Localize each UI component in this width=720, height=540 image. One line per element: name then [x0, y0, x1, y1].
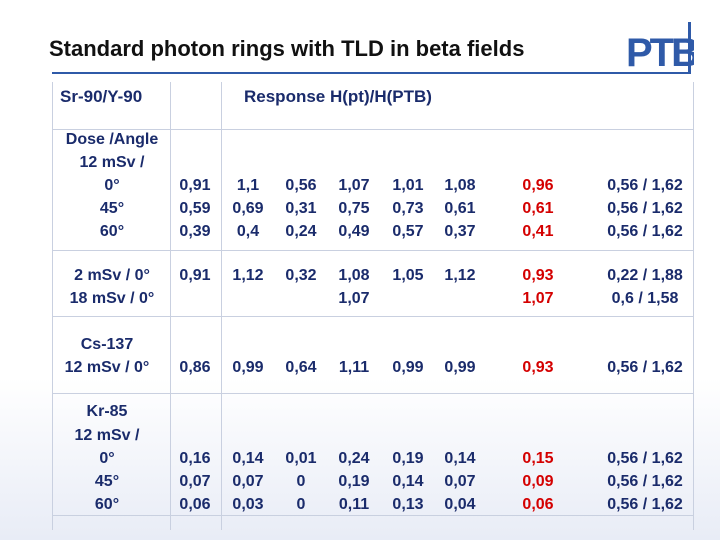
- table-cell: 0,15: [522, 450, 554, 467]
- table-cell: 0,07: [232, 473, 264, 490]
- table-cell: 0,75: [338, 200, 370, 217]
- table-cell: 0,91: [179, 267, 211, 284]
- table-cell: 0,49: [338, 223, 370, 240]
- table-cell: 0,56 / 1,62: [607, 223, 683, 240]
- row-label: 12 mSv / 0°: [64, 359, 150, 376]
- table-cell: 0,59: [179, 200, 211, 217]
- table-cell: 1,05: [392, 267, 424, 284]
- table-cell: 0,56: [285, 177, 317, 194]
- table-cell: 1,07: [338, 177, 370, 194]
- table-cell: 0,56 / 1,62: [607, 200, 683, 217]
- title-divider: [52, 72, 690, 74]
- table-cell: 0,24: [285, 223, 317, 240]
- table-cell: 0,19: [392, 450, 424, 467]
- table-cell: 0,03: [232, 496, 264, 513]
- table-cell: 0,73: [392, 200, 424, 217]
- row-label: 60°: [99, 223, 125, 240]
- table-cell: 0,24: [338, 450, 370, 467]
- table-cell: 0,22 / 1,88: [607, 267, 683, 284]
- grid-line: [52, 82, 53, 530]
- table-cell: 0,61: [444, 200, 476, 217]
- table-cell: 1,07: [338, 290, 370, 307]
- row-label: Dose /Angle: [65, 131, 159, 148]
- table-cell: 0,99: [232, 359, 264, 376]
- grid-line: [52, 129, 694, 130]
- table-cell: 0,4: [236, 223, 260, 240]
- table-cell: 0,32: [285, 267, 317, 284]
- table-cell: 0,69: [232, 200, 264, 217]
- table-cell: 0,16: [179, 450, 211, 467]
- table-cell: 0,11: [338, 496, 370, 513]
- table-cell: 0,37: [444, 223, 476, 240]
- source-name: Kr-85: [86, 403, 128, 420]
- row-label: 12 mSv /: [79, 154, 145, 171]
- table-cell: 0,09: [522, 473, 554, 490]
- table-cell: 0,07: [444, 473, 476, 490]
- source-header: Sr-90/Y-90: [60, 87, 143, 106]
- row-label: 45°: [94, 473, 120, 490]
- table-cell: 0,56 / 1,62: [607, 473, 683, 490]
- table-cell: 0,04: [444, 496, 476, 513]
- table-cell: 0,56 / 1,62: [607, 450, 683, 467]
- table-cell: 0,96: [522, 177, 554, 194]
- table-cell: 1,12: [444, 267, 476, 284]
- row-label: 45°: [99, 200, 125, 217]
- grid-line: [52, 393, 694, 394]
- row-label: 60°: [94, 496, 120, 513]
- grid-line: [221, 82, 222, 530]
- table-cell: 0,99: [444, 359, 476, 376]
- table-cell: 0,91: [179, 177, 211, 194]
- table-cell: 0,56 / 1,62: [607, 359, 683, 376]
- table-cell: 0,41: [522, 223, 554, 240]
- ptb-logo: PTB: [626, 22, 694, 75]
- svg-text:PTB: PTB: [626, 31, 694, 75]
- grid-line: [52, 316, 694, 317]
- response-header: Response H(pt)/H(PTB): [244, 87, 432, 106]
- grid-line: [693, 82, 694, 530]
- table-cell: 0,64: [285, 359, 317, 376]
- source-name: Cs-137: [80, 336, 134, 353]
- grid-line: [170, 82, 171, 530]
- table-cell: 0,31: [285, 200, 317, 217]
- table-cell: 1,01: [392, 177, 424, 194]
- table-cell: 1,08: [444, 177, 476, 194]
- row-label: 0°: [99, 450, 115, 467]
- table-cell: 0,56 / 1,62: [607, 496, 683, 513]
- table-cell: 0,07: [179, 473, 211, 490]
- table-cell: 0,39: [179, 223, 211, 240]
- table-cell: 0,57: [392, 223, 424, 240]
- table-cell: 1,12: [232, 267, 264, 284]
- table-cell: 0,99: [392, 359, 424, 376]
- table-cell: 0,19: [338, 473, 370, 490]
- row-label: 0°: [104, 177, 120, 194]
- slide-title: Standard photon rings with TLD in beta f…: [49, 36, 525, 61]
- table-cell: 0,56 / 1,62: [607, 177, 683, 194]
- grid-line: [52, 515, 694, 516]
- table-cell: 0,6 / 1,58: [611, 290, 679, 307]
- table-cell: 0,06: [179, 496, 211, 513]
- table-cell: 0,93: [522, 359, 554, 376]
- table-cell: 0,14: [444, 450, 476, 467]
- grid-line: [52, 250, 694, 251]
- table-cell: 0,93: [522, 267, 554, 284]
- row-label: 2 mSv / 0°: [74, 267, 150, 284]
- table-cell: 1,07: [522, 290, 554, 307]
- table-cell: 0: [296, 473, 306, 490]
- table-cell: 0,61: [522, 200, 554, 217]
- table-cell: 0,14: [392, 473, 424, 490]
- table-cell: 0: [296, 496, 306, 513]
- table-cell: 0,86: [179, 359, 211, 376]
- table-cell: 0,01: [285, 450, 317, 467]
- row-label: 12 mSv /: [74, 427, 140, 444]
- table-cell: 0,14: [232, 450, 264, 467]
- table-cell: 0,13: [392, 496, 424, 513]
- table-cell: 1,11: [338, 359, 370, 376]
- row-label: 18 mSv / 0°: [69, 290, 155, 307]
- table-cell: 0,06: [522, 496, 554, 513]
- table-cell: 1,08: [338, 267, 370, 284]
- table-cell: 1,1: [236, 177, 260, 194]
